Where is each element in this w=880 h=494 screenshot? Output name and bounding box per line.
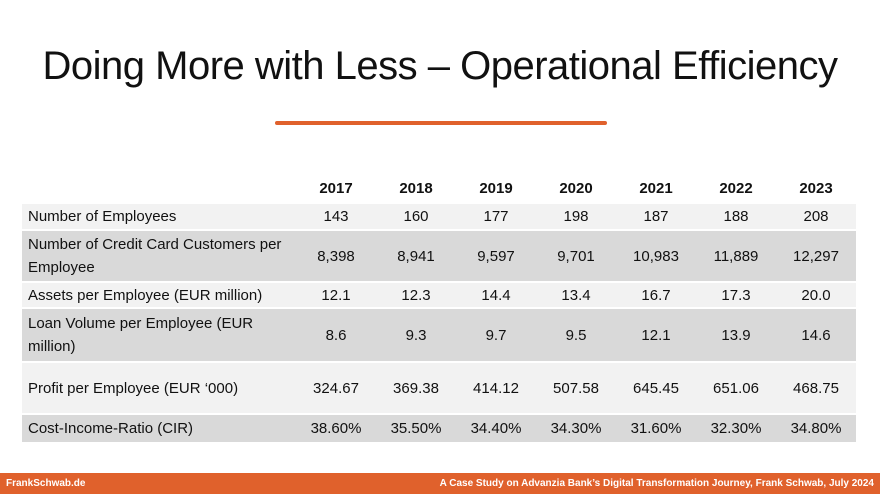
row-label: Assets per Employee (EUR million) [22, 283, 296, 307]
value-cell: 143 [296, 204, 376, 229]
value-cell: 31.60% [616, 415, 696, 442]
column-header: 2020 [559, 179, 593, 197]
row-label: Loan Volume per Employee (EUR million) [22, 309, 296, 361]
value-cell: 188 [696, 204, 776, 229]
value-cell: 8,398 [296, 231, 376, 281]
column-header: 2023 [799, 179, 833, 197]
value-cell: 12.1 [296, 283, 376, 307]
value-cell: 14.6 [776, 309, 856, 361]
value-cell: 32.30% [696, 415, 776, 442]
value-cell: 645.45 [616, 363, 696, 413]
value-cell: 38.60% [296, 415, 376, 442]
row-label: Number of Employees [22, 204, 296, 229]
column-header: 2019 [479, 179, 513, 197]
value-cell: 651.06 [696, 363, 776, 413]
value-cell: 324.67 [296, 363, 376, 413]
table-row: Cost-Income-Ratio (CIR) 38.60% 35.50% 34.40… [22, 415, 856, 442]
value-cell: 16.7 [616, 283, 696, 307]
value-cell: 13.9 [696, 309, 776, 361]
value-cell: 198 [536, 204, 616, 229]
table-row: Number of Credit Card Customers per Empl… [22, 231, 856, 281]
row-label: Profit per Employee (EUR ‘000) [22, 363, 296, 413]
value-cell: 468.75 [776, 363, 856, 413]
value-cell: 9.3 [376, 309, 456, 361]
value-cell: 9.5 [536, 309, 616, 361]
column-header: 2018 [399, 179, 433, 197]
value-cell: 208 [776, 204, 856, 229]
footer: FrankSchwab.de A Case Study on Advanzia … [0, 473, 880, 494]
value-cell: 34.40% [456, 415, 536, 442]
table-row: Profit per Employee (EUR ‘000) 324.67 369.… [22, 363, 856, 413]
value-cell: 8.6 [296, 309, 376, 361]
table-row: Loan Volume per Employee (EUR million) 8.… [22, 309, 856, 361]
value-cell: 12.3 [376, 283, 456, 307]
value-cell: 10,983 [616, 231, 696, 281]
column-header: 2022 [719, 179, 753, 197]
value-cell: 9,597 [456, 231, 536, 281]
value-cell: 9,701 [536, 231, 616, 281]
value-cell: 20.0 [776, 283, 856, 307]
value-cell: 11,889 [696, 231, 776, 281]
value-cell: 34.80% [776, 415, 856, 442]
slide-title: Doing More with Less – Operational Effic… [42, 44, 838, 88]
value-cell: 414.12 [456, 363, 536, 413]
footer-right: A Case Study on Advanzia Bank’s Digital … [439, 478, 874, 489]
value-cell: 34.30% [536, 415, 616, 442]
row-label: Number of Credit Card Customers per Empl… [22, 231, 296, 281]
header-row: 2017 2018 2019 2020 2021 2022 2023 [22, 174, 856, 202]
title-underline [275, 121, 607, 125]
value-cell: 35.50% [376, 415, 456, 442]
value-cell: 507.58 [536, 363, 616, 413]
value-cell: 369.38 [376, 363, 456, 413]
table-row: Assets per Employee (EUR million) 12.1 12.… [22, 283, 856, 307]
value-cell: 187 [616, 204, 696, 229]
column-header: 2021 [639, 179, 673, 197]
column-header: 2017 [319, 179, 353, 197]
row-label: Cost-Income-Ratio (CIR) [22, 415, 296, 442]
corner-cell [22, 174, 296, 202]
value-cell: 160 [376, 204, 456, 229]
value-cell: 12.1 [616, 309, 696, 361]
value-cell: 12,297 [776, 231, 856, 281]
value-cell: 13.4 [536, 283, 616, 307]
table-row: Number of Employees 143 160 177 198 187 188 208 [22, 204, 856, 229]
value-cell: 14.4 [456, 283, 536, 307]
value-cell: 9.7 [456, 309, 536, 361]
data-table: 2017 2018 2019 2020 2021 2022 2023 Number of Em… [22, 172, 856, 444]
value-cell: 177 [456, 204, 536, 229]
value-cell: 17.3 [696, 283, 776, 307]
footer-left: FrankSchwab.de [6, 478, 86, 489]
value-cell: 8,941 [376, 231, 456, 281]
